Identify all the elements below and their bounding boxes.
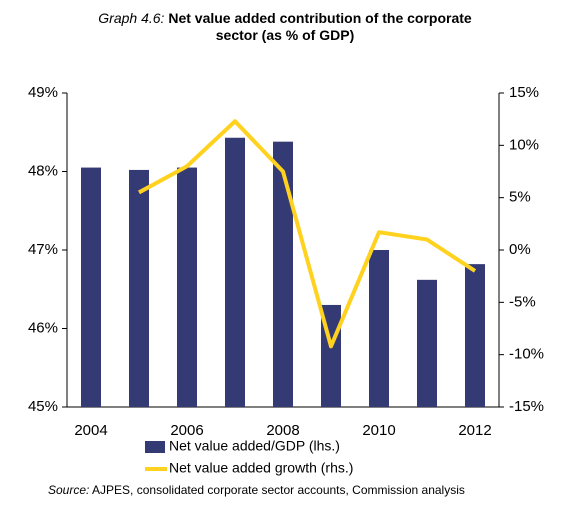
- x-tick-label: 2004: [74, 422, 107, 439]
- y-tick-label: 48%: [28, 162, 58, 179]
- title-text: Net value added contribution of the corp…: [168, 10, 472, 43]
- bar: [417, 279, 437, 407]
- y2-tick-label: 15%: [509, 84, 539, 101]
- bar: [465, 264, 485, 407]
- y2-tick-label: -15%: [509, 398, 544, 415]
- legend-label: Net value added growth (rhs.): [169, 460, 353, 476]
- source-prefix: Source:: [48, 483, 90, 497]
- y-tick-label: 47%: [28, 241, 58, 258]
- y-tick-label: 49%: [28, 84, 58, 101]
- bar: [81, 167, 101, 407]
- y-tick-label: 45%: [28, 398, 58, 415]
- x-tick-label: 2010: [362, 422, 395, 439]
- y2-tick-label: -5%: [509, 293, 536, 310]
- chart-title: Graph 4.6: Net value added contribution …: [95, 10, 475, 44]
- x-tick-label: 2012: [458, 422, 491, 439]
- bar: [369, 250, 389, 407]
- y2-tick-label: -10%: [509, 346, 544, 363]
- x-tick-label: 2008: [266, 422, 299, 439]
- line: [138, 119, 477, 349]
- y2-tick-label: 10%: [509, 136, 539, 153]
- bar: [273, 141, 293, 408]
- source-note: Source: AJPES, consolidated corporate se…: [48, 483, 528, 498]
- bar: [177, 167, 197, 407]
- legend-swatch: [145, 441, 165, 453]
- x-tick-label: 2006: [170, 422, 203, 439]
- bar: [225, 137, 245, 407]
- legend-label: Net value added/GDP (lhs.): [169, 438, 340, 454]
- source-text: AJPES, consolidated corporate sector acc…: [92, 483, 465, 497]
- y2-tick-label: 0%: [509, 241, 531, 258]
- title-prefix: Graph 4.6:: [98, 10, 165, 26]
- y2-tick-label: 5%: [509, 189, 531, 206]
- bar: [129, 169, 149, 407]
- y-tick-label: 46%: [28, 319, 58, 336]
